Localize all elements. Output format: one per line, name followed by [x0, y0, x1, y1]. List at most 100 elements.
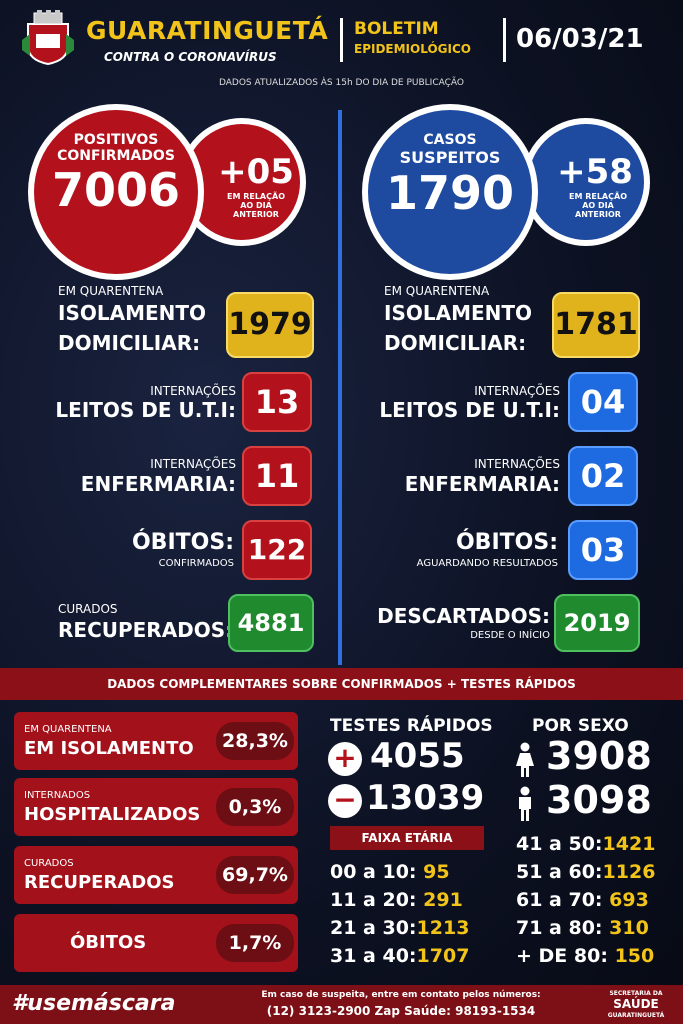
rapid-negative-value: 13039 [366, 778, 485, 818]
descartados-label: DESCARTADOS: [377, 604, 550, 628]
quarantine-label-line: ISOLAMENTO [384, 301, 533, 325]
city-crest-icon [22, 10, 74, 66]
age-value: 310 [609, 917, 649, 939]
suspected-title: SUSPEITOS [399, 148, 501, 167]
age-list-left: 00 a 10: 95 11 a 20: 291 21 a 30:1213 31… [330, 858, 469, 970]
bulletin-date: 06/03/21 [516, 24, 644, 54]
deaths-percent: 1,7% [216, 924, 294, 962]
delta-note: EM RELAÇÃO [227, 192, 285, 201]
age-list-right: 41 a 50:1421 51 a 60:1126 61 a 70: 693 7… [516, 830, 655, 970]
uti-small-label: INTERNAÇÕES [474, 384, 560, 398]
pill-small-label: CURADOS [24, 858, 74, 869]
uti-label: LEITOS DE U.T.I: [379, 398, 560, 422]
sex-title: POR SEXO [532, 716, 629, 736]
negative-minus-icon: − [328, 784, 362, 818]
suspected-uti-value: 04 [568, 372, 638, 432]
age-range: 41 a 50: [516, 833, 603, 855]
age-value: 1707 [416, 945, 470, 967]
complementary-title: DADOS COMPLEMENTARES SOBRE CONFIRMADOS +… [107, 677, 576, 691]
confirmed-curados-value: 4881 [228, 594, 314, 652]
curados-label: RECUPERADOS: [58, 618, 234, 642]
confirmed-title: POSITIVOS [73, 132, 159, 148]
footer-hashtag: #usemáscara [12, 991, 176, 1016]
footer-contact: Em caso de suspeita, entre em contato pe… [261, 990, 541, 1000]
footer-phone: (12) 3123-2900 Zap Saúde: 98193-1534 [266, 1004, 536, 1018]
quarantine-label: ISOLAMENTO DOMICILIAR: [58, 298, 206, 358]
confirmed-uti-value: 13 [242, 372, 312, 432]
confirmed-value: 7006 [51, 163, 181, 217]
age-value: 693 [609, 889, 649, 911]
suspected-delta-circle: +58 EM RELAÇÃO AO DIA ANTERIOR [522, 118, 650, 246]
age-value: 1421 [602, 833, 656, 855]
header-divider [340, 18, 343, 62]
delta-note: EM RELAÇÃO [569, 192, 627, 201]
pill-small-label: INTERNADOS [24, 790, 91, 801]
isolation-pill: EM QUARENTENA EM ISOLAMENTO 28,3% [14, 712, 298, 770]
hospitalized-percent: 0,3% [216, 788, 294, 826]
suspected-enfermaria-value: 02 [568, 446, 638, 506]
obitos-label: ÓBITOS: [131, 530, 234, 555]
pill-small-label: EM QUARENTENA [24, 724, 112, 735]
uti-small-label: INTERNAÇÕES [150, 384, 236, 398]
dept-line: SAÚDE [613, 997, 659, 1011]
age-row: 71 a 80: 310 [516, 914, 655, 942]
obitos-small-label: CONFIRMADOS [158, 558, 234, 569]
age-range: 61 a 70: [516, 889, 603, 911]
curados-small-label: CURADOS [58, 602, 118, 616]
age-value: 1213 [416, 917, 470, 939]
age-row: 61 a 70: 693 [516, 886, 655, 914]
column-divider [338, 110, 342, 665]
age-row: 41 a 50:1421 [516, 830, 655, 858]
header-divider [503, 18, 506, 62]
age-range: 00 a 10: [330, 861, 417, 883]
age-row: 21 a 30:1213 [330, 914, 469, 942]
confirmed-title: CONFIRMADOS [57, 148, 175, 164]
age-row: 31 a 40:1707 [330, 942, 469, 970]
obitos-small-label: AGUARDANDO RESULTADOS [416, 558, 558, 569]
recovered-pill: CURADOS RECUPERADOS 69,7% [14, 846, 298, 904]
dept-line: SECRETARIA DA [609, 990, 663, 997]
age-row: 51 a 60:1126 [516, 858, 655, 886]
quarantine-label-line: DOMICILIAR: [384, 331, 527, 355]
pill-label: HOSPITALIZADOS [24, 804, 201, 825]
age-value: 1126 [602, 861, 656, 883]
complementary-band [0, 668, 683, 700]
isolation-percent: 28,3% [216, 722, 294, 760]
enfermaria-small-label: INTERNAÇÕES [474, 457, 560, 471]
age-row: 00 a 10: 95 [330, 858, 469, 886]
city-name: GUARATINGUETÁ [86, 16, 329, 45]
age-row: 11 a 20: 291 [330, 886, 469, 914]
suspected-delta: +58 [557, 152, 633, 192]
age-range: 31 a 40: [330, 945, 417, 967]
pill-label: RECUPERADOS [24, 872, 175, 893]
bulletin-subtitle: EPIDEMIOLÓGICO [354, 42, 471, 56]
enfermaria-small-label: INTERNAÇÕES [150, 457, 236, 471]
suspected-title: CASOS [423, 132, 477, 148]
confirmed-delta: +05 [218, 152, 294, 192]
positive-plus-icon: + [328, 742, 362, 776]
delta-note: ANTERIOR [233, 210, 279, 219]
quarantine-label-line: ISOLAMENTO [58, 301, 207, 325]
descartados-small-label: DESDE O INÍCIO [470, 630, 550, 641]
age-row: + DE 80: 150 [516, 942, 655, 970]
bulletin-title: BOLETIM [354, 19, 439, 39]
confirmed-obitos-value: 122 [242, 520, 312, 580]
female-value: 3908 [546, 734, 652, 778]
quarantine-small-label: EM QUARENTENA [58, 284, 164, 298]
age-range: 21 a 30: [330, 917, 417, 939]
female-icon [514, 742, 536, 778]
suspected-obitos-value: 03 [568, 520, 638, 580]
rapid-tests-title: TESTES RÁPIDOS [330, 716, 493, 736]
recovered-percent: 69,7% [216, 856, 294, 894]
campaign-subtitle: CONTRA O CORONAVÍRUS [104, 50, 277, 64]
suspected-quarantine-value: 1781 [552, 292, 640, 358]
uti-label: LEITOS DE U.T.I: [55, 398, 236, 422]
enfermaria-label: ENFERMARIA: [80, 472, 236, 496]
pill-label: ÓBITOS [70, 932, 147, 953]
suspected-value: 1790 [385, 166, 515, 220]
health-department-logo: SECRETARIA DA SAÚDE GUARATINGUETÁ [596, 988, 676, 1021]
male-value: 3098 [546, 778, 652, 822]
age-title: FAIXA ETÁRIA [330, 826, 484, 850]
delta-note: AO DIA [240, 201, 272, 210]
